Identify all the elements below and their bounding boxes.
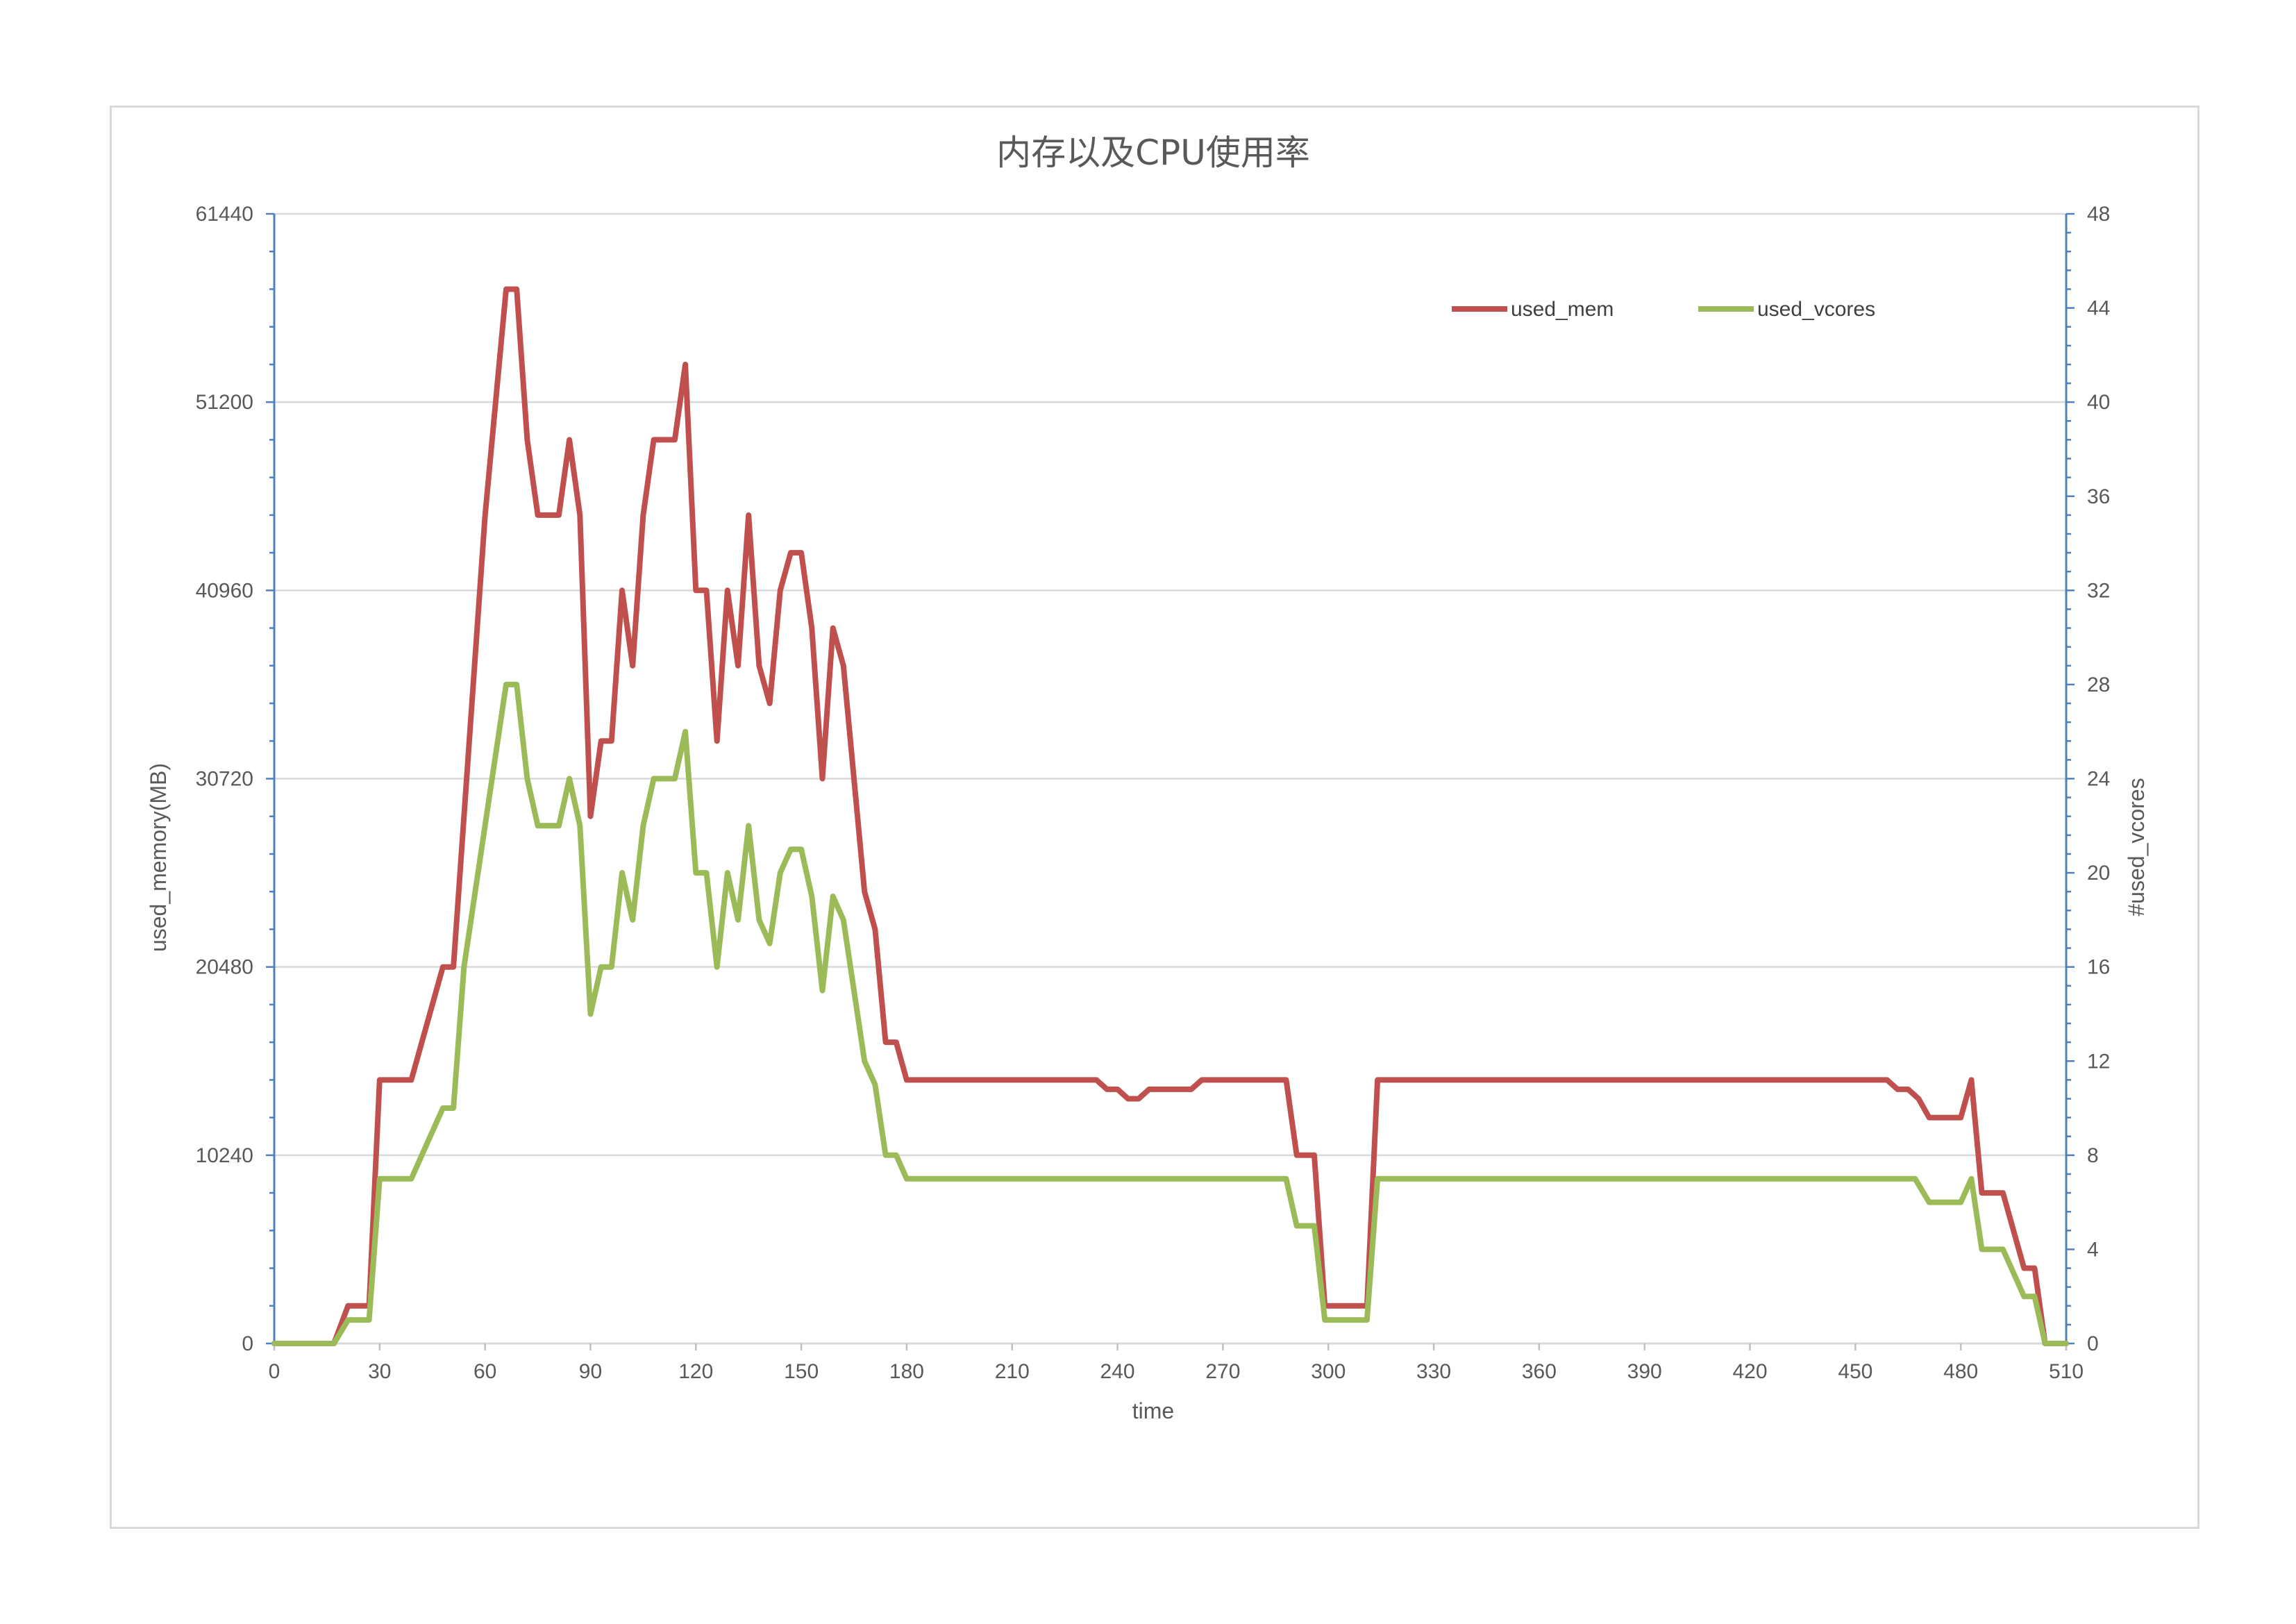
- y-tick-label-right: 28: [2087, 673, 2110, 696]
- y-tick-label-right: 24: [2087, 768, 2110, 791]
- legend-label-used-mem: used_mem: [1511, 298, 1614, 321]
- x-tick-label: 330: [1416, 1360, 1451, 1383]
- x-tick-label: 0: [269, 1360, 280, 1383]
- y-tick-label-right: 44: [2087, 297, 2110, 320]
- x-tick-label: 60: [474, 1360, 496, 1383]
- y-tick-label-right: 4: [2087, 1238, 2099, 1261]
- x-tick-label: 210: [995, 1360, 1030, 1383]
- chart-svg: 内存以及CPU使用率 01024020480307204096051200614…: [146, 133, 2149, 1423]
- y-tick-label-left: 10240: [196, 1144, 253, 1167]
- x-tick-label: 300: [1311, 1360, 1346, 1383]
- y-tick-label-left: 40960: [196, 579, 253, 602]
- legend: used_mem used_vcores: [1452, 298, 1875, 321]
- x-tick-label: 480: [1943, 1360, 1978, 1383]
- x-tick-label: 420: [1732, 1360, 1767, 1383]
- x-tick-label: 90: [579, 1360, 602, 1383]
- tick-labels: 0102402048030720409605120061440048121620…: [196, 203, 2111, 1383]
- x-axis-title: time: [1132, 1398, 1174, 1423]
- y-tick-label-right: 16: [2087, 956, 2110, 979]
- x-tick-label: 150: [784, 1360, 819, 1383]
- x-tick-label: 30: [368, 1360, 391, 1383]
- y-axis-title-right: #used_vcores: [2124, 778, 2149, 916]
- y-tick-label-left: 51200: [196, 391, 253, 414]
- y-tick-label-left: 0: [242, 1332, 253, 1355]
- x-tick-label: 270: [1205, 1360, 1240, 1383]
- y-tick-label-left: 20480: [196, 956, 253, 979]
- axes: [266, 212, 2075, 1350]
- y-tick-label-right: 32: [2087, 579, 2110, 602]
- series-line-used-mem: [271, 286, 2069, 1346]
- y-axis-title-left: used_memory(MB): [146, 763, 171, 952]
- y-tick-label-right: 12: [2087, 1050, 2110, 1073]
- series-lines: [271, 286, 2069, 1346]
- series-line-used-vcores: [271, 681, 2069, 1346]
- y-tick-label-right: 40: [2087, 391, 2110, 414]
- x-tick-label: 510: [2049, 1360, 2084, 1383]
- chart-title: 内存以及CPU使用率: [996, 133, 1310, 173]
- y-tick-label-right: 8: [2087, 1144, 2099, 1167]
- x-tick-label: 180: [889, 1360, 924, 1383]
- y-tick-label-right: 20: [2087, 862, 2110, 885]
- x-tick-label: 360: [1522, 1360, 1557, 1383]
- y-tick-label-left: 30720: [196, 768, 253, 791]
- x-tick-label: 390: [1627, 1360, 1662, 1383]
- gridlines: [274, 212, 2066, 1157]
- y-tick-label-right: 48: [2087, 203, 2110, 226]
- y-tick-label-left: 61440: [196, 203, 253, 226]
- x-tick-label: 450: [1838, 1360, 1872, 1383]
- x-tick-label: 240: [1100, 1360, 1135, 1383]
- y-tick-label-right: 0: [2087, 1332, 2099, 1355]
- legend-label-used-vcores: used_vcores: [1757, 298, 1875, 321]
- x-tick-label: 120: [678, 1360, 713, 1383]
- y-tick-label-right: 36: [2087, 485, 2110, 508]
- chart-frame: 内存以及CPU使用率 0 10240 20480 30720 40960 51200 614…: [110, 106, 2199, 1529]
